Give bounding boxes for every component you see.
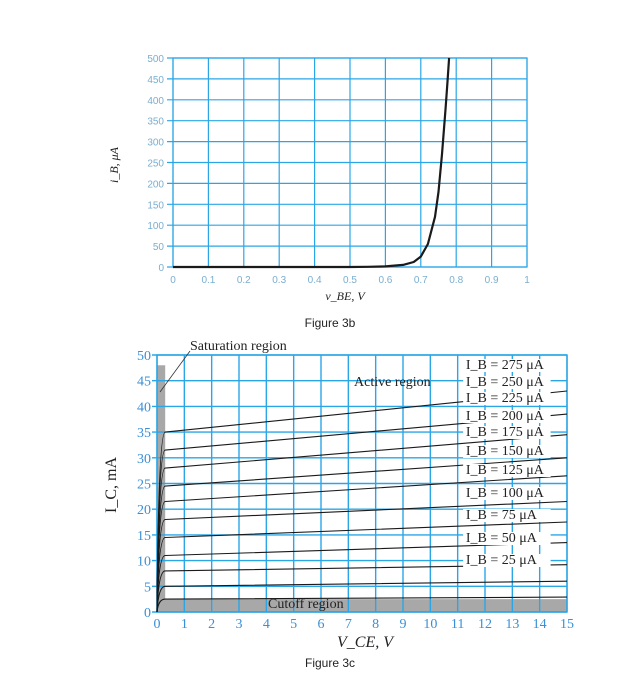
- ic-curve: [156, 390, 568, 613]
- figure-3c-xtick-label: 11: [451, 617, 464, 632]
- figure-3b-grid: [167, 57, 528, 268]
- figure-3c-xtick-label: 0: [154, 617, 161, 632]
- series-label: I_B = 250 μA: [466, 375, 545, 390]
- series-label-bg: [463, 376, 551, 389]
- saturation-leader-line: [159, 350, 191, 393]
- series-label-bg: [463, 410, 551, 423]
- figure-3b-xtick-label: 0.3: [272, 275, 286, 286]
- figure-3c-xtick-label: 7: [345, 617, 352, 632]
- series-label: I_B = 200 μA: [466, 409, 545, 424]
- figure-3b-ytick-label: 500: [147, 54, 164, 65]
- series-label: I_B = 75 μA: [466, 508, 538, 523]
- figure-3b-xtick-label: 0.9: [485, 275, 499, 286]
- figure-3b-xtick-label: 0.7: [414, 275, 428, 286]
- figure-3b-xtick-label: 0.1: [201, 275, 215, 286]
- series-label: I_B = 50 μA: [466, 531, 538, 546]
- figure-3c-ytick-label: 40: [137, 400, 151, 415]
- figure-3c-xlabel: V_CE, V: [337, 634, 395, 651]
- saturation-region-label: Saturation region: [190, 339, 287, 354]
- figure-3c-ytick-label: 5: [144, 580, 151, 595]
- figure-3b-ytick-label: 50: [153, 242, 165, 253]
- figure-3b-ytick-label: 400: [147, 96, 164, 107]
- figure-3b-ytick-label: 250: [147, 159, 164, 170]
- figure-3b-ytick-label: 450: [147, 75, 164, 86]
- figure-3b-ytick-label: 0: [158, 263, 164, 274]
- figure-3c-ytick-label: 25: [137, 478, 151, 493]
- figure-3b-ylabel: i_B, μA: [107, 146, 121, 183]
- figure-3b-caption: Figure 3b: [305, 316, 356, 330]
- figure-3c-ytick-label: 10: [137, 555, 151, 570]
- figure-3c-ytick-label: 35: [137, 426, 151, 441]
- figure-3b-xtick-label: 1: [524, 275, 530, 286]
- figure-3c-xtick-label: 14: [533, 617, 547, 632]
- figure-3c-xtick-label: 1: [181, 617, 188, 632]
- figure-3c-ytick-label: 15: [137, 529, 151, 544]
- figure-3b-ticks: 0 0.1 0.2 0.3 0.4 0.5 0.6 0.7 0.8 0.9 1 0 50 100 150 20…: [147, 54, 530, 286]
- figure-3c-ticks: 0 1 2 3 4 5 6 7 8 9 10 11 12 13 14 15051015202530354045…: [137, 349, 574, 632]
- figure-3c-xtick-label: 10: [423, 617, 437, 632]
- figure-3c-ytick-label: 50: [137, 349, 151, 364]
- figure-3b-xtick-label: 0.4: [308, 275, 322, 286]
- series-label-bg: [463, 359, 551, 372]
- figure-3b-ytick-label: 150: [147, 200, 164, 211]
- figure-3c-xtick-label: 4: [263, 617, 270, 632]
- figure-3c-xtick-label: 2: [208, 617, 215, 632]
- figure-3c-xtick-label: 13: [505, 617, 519, 632]
- series-label: I_B = 150 μA: [466, 444, 545, 459]
- figure-3c-ytick-label: 0: [144, 606, 151, 621]
- series-label-bg: [463, 487, 551, 500]
- series-label-bg: [463, 426, 551, 439]
- figure-3b-xtick-label: 0.5: [343, 275, 357, 286]
- series-label: I_B = 125 μA: [466, 463, 545, 478]
- cutoff-region-shade: [157, 599, 567, 612]
- series-label-bg: [463, 532, 551, 545]
- series-label: I_B = 175 μA: [466, 425, 545, 440]
- active-region-label: Active region: [354, 375, 431, 390]
- figure-3b-ylabel-text: i_B, μA: [107, 146, 121, 183]
- series-label-bg: [463, 445, 551, 458]
- figure-3c-series-labels: I_B = 275 μA I_B = 250 μAI_B = 225 μA I_B …: [463, 358, 551, 568]
- series-label-bg: [463, 392, 551, 405]
- figure-3c-caption: Figure 3c: [305, 656, 355, 670]
- figure-3b-ytick-label: 300: [147, 138, 164, 149]
- figure-3c-ylabel: I_C, mA: [103, 457, 120, 513]
- figure-3c-ylabel-text: I_C, mA: [103, 457, 120, 513]
- figure-3b-curve: [173, 57, 451, 269]
- figure-3b-ytick-label: 350: [147, 117, 164, 128]
- figure-3c-ytick-label: 30: [137, 452, 151, 467]
- series-label-bg: [463, 464, 551, 477]
- series-label: I_B = 275 μA: [466, 358, 545, 373]
- figure-3c-ytick-label: 20: [137, 503, 151, 518]
- series-label-bg: [463, 509, 551, 522]
- figure-3c-xtick-label: 9: [400, 617, 407, 632]
- series-label: I_B = 25 μA: [466, 553, 538, 568]
- figure-3b-curve-group: [173, 57, 451, 269]
- figure-3c-xtick-label: 8: [372, 617, 379, 632]
- figure-3b-ytick-label: 100: [147, 221, 164, 232]
- figure-3b-xtick-label: 0.2: [237, 275, 251, 286]
- figure-3b-xtick-label: 0: [170, 275, 176, 286]
- figure-3c-xtick-label: 12: [478, 617, 492, 632]
- series-label-bg: [463, 554, 551, 567]
- figure-3c-chart: 0 1 2 3 4 5 6 7 8 9 10 11 12 13 14 15051015202530354045…: [103, 339, 574, 670]
- figure-3b-xtick-label: 0.8: [449, 275, 463, 286]
- figure-3b-xlabel: v_BE, V: [325, 289, 366, 303]
- figure-3c-ytick-label: 45: [137, 375, 151, 390]
- series-label: I_B = 100 μA: [466, 486, 545, 501]
- figure-3c-xtick-label: 15: [560, 617, 574, 632]
- figure-3c-xtick-label: 3: [236, 617, 243, 632]
- series-label: I_B = 225 μA: [466, 391, 545, 406]
- figure-3c-curve-group: [156, 390, 568, 613]
- figure-3c-xtick-label: 5: [290, 617, 297, 632]
- figure-3b-ytick-label: 200: [147, 179, 164, 190]
- figure-3b-chart: 0 0.1 0.2 0.3 0.4 0.5 0.6 0.7 0.8 0.9 1 0 50 100 150 20…: [107, 54, 530, 330]
- figure-3b-xtick-label: 0.6: [378, 275, 392, 286]
- figure-3c-xtick-label: 6: [318, 617, 325, 632]
- cutoff-region-label: Cutoff region: [268, 597, 344, 612]
